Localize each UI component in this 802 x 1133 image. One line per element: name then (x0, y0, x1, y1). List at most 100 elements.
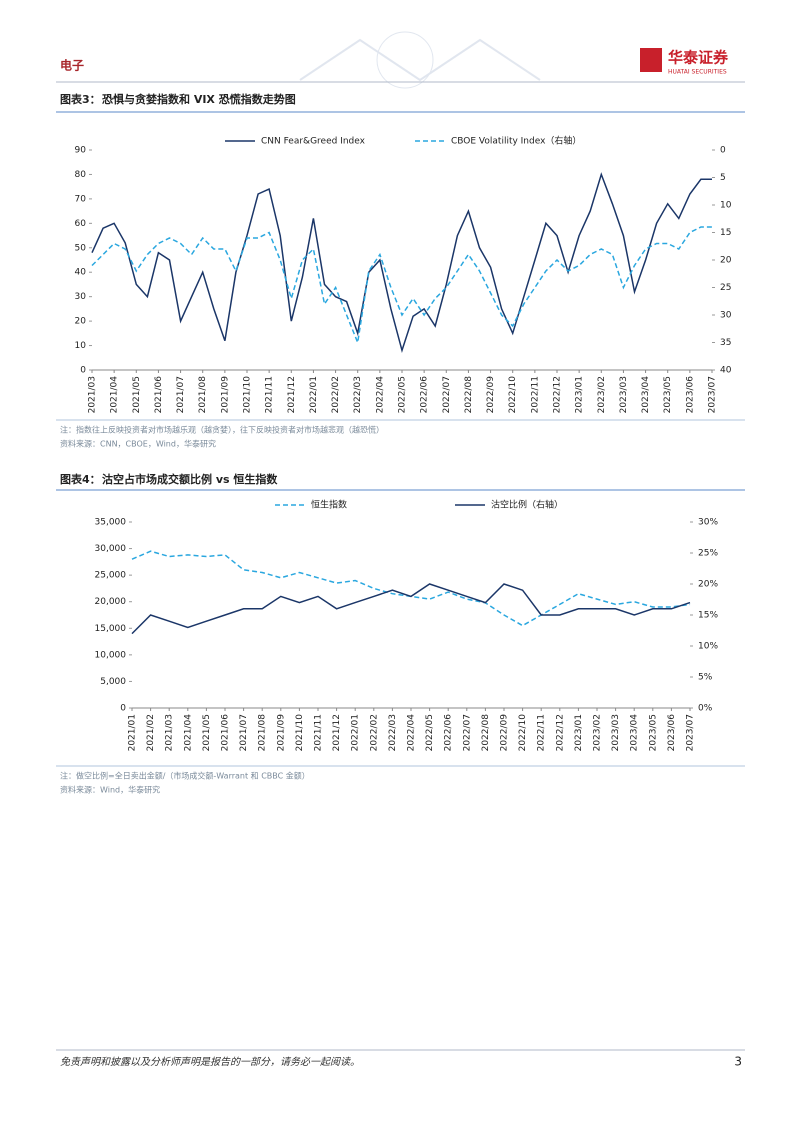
x-tick-label: 2021/10 (243, 376, 253, 414)
x-tick-label: 2023/05 (648, 714, 658, 751)
x-tick-label: 2021/06 (154, 376, 164, 414)
y-tick-label: 10 (75, 341, 87, 351)
figure-label: 图表4： (60, 472, 101, 486)
x-tick-label: 2021/11 (314, 714, 324, 751)
y2-tick-label: 0% (698, 704, 713, 714)
x-tick-label: 2021/01 (128, 714, 138, 751)
x-tick-label: 2022/12 (553, 376, 563, 413)
x-tick-label: 2022/05 (425, 714, 435, 751)
x-tick-label: 2021/05 (132, 376, 142, 413)
y2-tick-label: 40 (720, 366, 732, 376)
x-tick-label: 2023/07 (708, 376, 718, 413)
y2-tick-label: 25 (720, 283, 731, 293)
y2-tick-label: 15% (698, 611, 718, 621)
y2-tick-label: 0 (720, 146, 726, 156)
x-tick-label: 2023/04 (641, 376, 651, 414)
x-tick-label: 2021/04 (183, 714, 193, 752)
x-tick-label: 2022/03 (353, 376, 363, 413)
y-tick-label: 90 (75, 146, 87, 156)
x-tick-label: 2023/07 (686, 714, 696, 751)
series-line (91, 226, 712, 346)
y-tick-label: 30,000 (95, 544, 127, 554)
x-tick-label: 2021/09 (220, 376, 230, 414)
series-line (91, 172, 712, 354)
x-tick-label: 2022/04 (375, 376, 385, 414)
logo-icon (640, 48, 662, 72)
y-tick-label: 30 (75, 292, 87, 302)
y-tick-label: 20 (75, 317, 87, 327)
x-tick-label: 2022/01 (309, 376, 319, 413)
y-tick-label: 40 (75, 268, 87, 278)
y2-tick-label: 10 (720, 201, 732, 211)
x-tick-label: 2022/11 (537, 714, 547, 751)
x-tick-label: 2022/03 (388, 714, 398, 751)
x-tick-label: 2022/10 (518, 714, 528, 752)
x-tick-label: 2022/06 (420, 376, 430, 414)
x-tick-label: 2023/01 (574, 714, 584, 751)
x-tick-label: 2022/02 (369, 714, 379, 751)
x-tick-label: 2022/07 (442, 376, 452, 413)
x-tick-label: 2022/02 (331, 376, 341, 413)
y2-tick-label: 5% (698, 673, 713, 683)
y-tick-label: 5,000 (100, 677, 126, 687)
x-tick-label: 2021/03 (88, 376, 98, 413)
x-tick-label: 2023/05 (663, 376, 673, 413)
y-tick-label: 70 (75, 194, 87, 204)
x-tick-label: 2021/10 (295, 714, 305, 752)
logo-text: 华泰证券 (668, 49, 729, 67)
section-name: 电子 (60, 58, 84, 73)
x-tick-label: 2023/06 (667, 714, 677, 752)
logo-subtext: HUATAI SECURITIES (668, 69, 727, 76)
legend-label: 沽空比例（右轴） (491, 499, 563, 511)
x-tick-label: 2021/04 (110, 376, 120, 414)
y-tick-label: 50 (75, 243, 87, 253)
x-tick-label: 2023/02 (593, 714, 603, 751)
figure-title: 恐惧与贪婪指数和 VIX 恐慌指数走势图 (102, 92, 296, 106)
figure-note: 注：做空比例=全日卖出金额/（市场成交额-Warrant 和 CBBC 金额） (60, 771, 310, 781)
y-tick-label: 25,000 (95, 571, 127, 581)
y2-tick-label: 30 (720, 311, 732, 321)
y2-tick-label: 25% (698, 549, 718, 559)
y-tick-label: 10,000 (95, 650, 127, 660)
figure-label: 图表3： (60, 92, 101, 106)
series-line (131, 583, 691, 635)
x-tick-label: 2022/06 (444, 714, 454, 752)
x-tick-label: 2021/09 (276, 714, 286, 752)
y-tick-label: 20,000 (95, 597, 127, 607)
x-tick-label: 2022/08 (464, 376, 474, 414)
y-tick-label: 60 (75, 219, 87, 229)
x-tick-label: 2021/11 (265, 376, 275, 413)
y-tick-label: 15,000 (95, 624, 127, 634)
y-tick-label: 0 (80, 366, 86, 376)
x-tick-label: 2021/07 (176, 376, 186, 413)
x-tick-label: 2022/05 (398, 376, 408, 413)
footer-disclaimer: 免责声明和披露以及分析师声明是报告的一部分，请务必一起阅读。 (60, 1056, 360, 1068)
x-tick-label: 2021/07 (239, 714, 249, 751)
x-tick-label: 2022/11 (530, 376, 540, 413)
y2-tick-label: 5 (720, 173, 726, 183)
x-tick-label: 2022/09 (500, 714, 510, 752)
y-tick-label: 0 (120, 704, 126, 714)
legend-label: CNN Fear&Greed Index (261, 137, 366, 147)
x-tick-label: 2022/04 (407, 714, 417, 752)
x-tick-label: 2021/12 (287, 376, 297, 413)
page-number: 3 (734, 1055, 742, 1069)
x-tick-label: 2021/12 (332, 714, 342, 751)
x-tick-label: 2021/02 (146, 714, 156, 751)
x-tick-label: 2023/03 (619, 376, 629, 413)
x-tick-label: 2021/05 (202, 714, 212, 751)
x-tick-label: 2021/08 (258, 714, 268, 752)
y-tick-label: 35,000 (95, 518, 127, 528)
x-tick-label: 2023/02 (597, 376, 607, 413)
figure-source: 资料来源：CNN，CBOE，Wind，华泰研究 (60, 439, 216, 449)
y2-tick-label: 20% (698, 580, 718, 590)
y2-tick-label: 15 (720, 228, 731, 238)
x-tick-label: 2023/01 (575, 376, 585, 413)
y-tick-label: 80 (75, 170, 87, 180)
x-tick-label: 2023/06 (685, 376, 695, 414)
x-tick-label: 2023/03 (611, 714, 621, 751)
x-tick-label: 2021/06 (221, 714, 231, 752)
figure-title: 沽空占市场成交额比例 vs 恒生指数 (102, 472, 278, 486)
